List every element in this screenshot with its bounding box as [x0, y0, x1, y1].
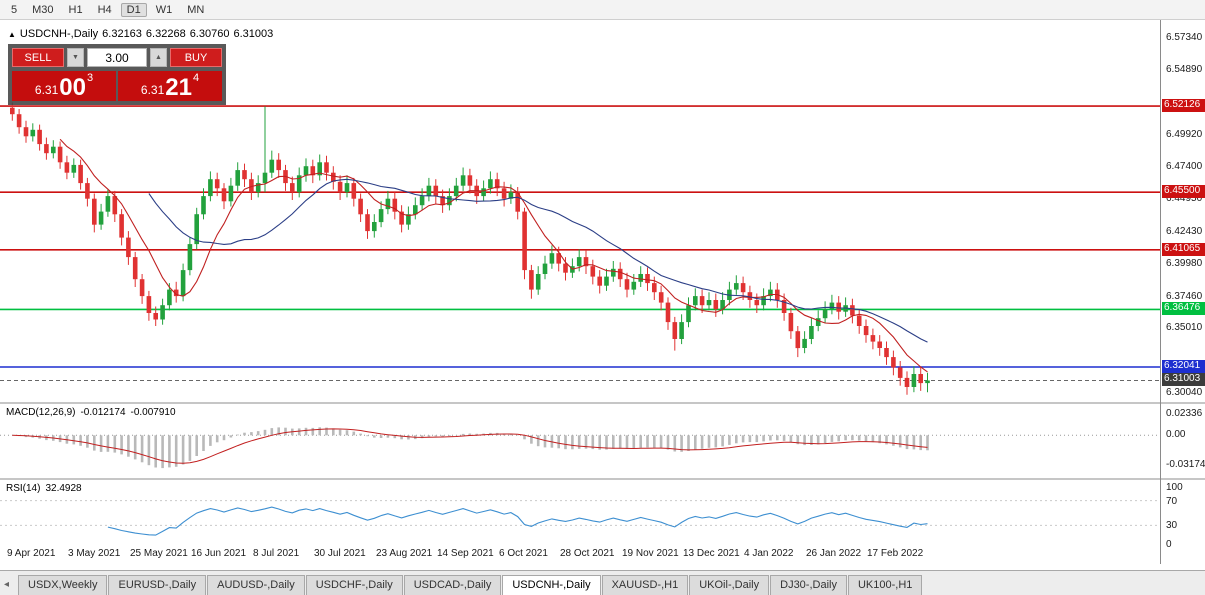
- lot-decrease-button[interactable]: ▼: [67, 48, 84, 67]
- macd-axis-tick: 0.00: [1166, 429, 1186, 440]
- period-button-d1[interactable]: D1: [120, 2, 147, 17]
- price-axis-tick: 6.39980: [1166, 258, 1203, 269]
- tabs-scroll-left-icon[interactable]: ◂: [4, 579, 10, 590]
- rsi-axis-tick: 100: [1166, 482, 1183, 493]
- price-axis-tick: 6.42430: [1166, 226, 1203, 237]
- date-label: 26 Jan 2022: [806, 548, 862, 559]
- price-level-badge: 6.32041: [1162, 360, 1205, 373]
- sell-button[interactable]: SELL: [12, 48, 64, 67]
- main-price-chart[interactable]: [0, 20, 1160, 402]
- buy-price-big: 21: [165, 74, 192, 101]
- lot-increase-button[interactable]: ▲: [150, 48, 167, 67]
- period-button-5[interactable]: 5: [11, 3, 18, 16]
- macd-indicator-chart[interactable]: [0, 404, 1160, 478]
- macd-axis-tick: 0.02336: [1166, 408, 1203, 419]
- period-button-h1[interactable]: H1: [68, 3, 83, 16]
- date-label: 23 Aug 2021: [376, 548, 433, 559]
- chart-tab-bar: ◂ USDX,Weekly EURUSD-,Daily AUDUSD-,Daily U…: [0, 570, 1205, 595]
- price-axis-tick: 6.49920: [1166, 129, 1203, 140]
- period-toolbar: 5 M30 H1 H4 D1 W1 MN: [0, 0, 1205, 20]
- price-axis-tick: 6.44950: [1166, 193, 1203, 204]
- collapse-trade-panel-icon[interactable]: ▲: [8, 30, 16, 39]
- date-label: 19 Nov 2021: [622, 548, 679, 559]
- chart-tab[interactable]: USDX,Weekly: [18, 575, 108, 595]
- date-label: 30 Jul 2021: [314, 548, 366, 559]
- rsi-indicator-chart[interactable]: [0, 480, 1160, 546]
- chart-tab[interactable]: USDCNH-,Daily: [502, 575, 601, 595]
- period-button-mn[interactable]: MN: [187, 3, 205, 16]
- date-label: 3 May 2021: [68, 548, 121, 559]
- buy-price-sup: 4: [192, 72, 200, 84]
- time-axis[interactable]: 9 Apr 2021 3 May 2021 25 May 2021 16 Jun 20…: [0, 546, 1160, 564]
- date-label: 25 May 2021: [130, 548, 188, 559]
- period-button-w1[interactable]: W1: [155, 3, 173, 16]
- price-level-badge: 6.45500: [1162, 185, 1205, 198]
- lot-size-input[interactable]: [87, 48, 147, 67]
- chart-tab[interactable]: UK100-,H1: [847, 575, 923, 595]
- price-axis-tick: 6.47400: [1166, 161, 1203, 172]
- buy-price-prefix: 6.31: [140, 83, 165, 97]
- date-label: 6 Oct 2021: [499, 548, 548, 559]
- macd-axis-tick: -0.03174: [1166, 459, 1205, 470]
- chart-tab[interactable]: XAUUSD-,H1: [601, 575, 689, 595]
- chart-tab[interactable]: USDCHF-,Daily: [305, 575, 403, 595]
- sell-price-display[interactable]: 6.31 00 3: [12, 71, 116, 101]
- price-axis-tick: 6.35010: [1166, 322, 1203, 333]
- price-axis-tick: 6.54890: [1166, 64, 1203, 75]
- price-level-badge: 6.52126: [1162, 99, 1205, 112]
- date-label: 17 Feb 2022: [867, 548, 924, 559]
- chart-tab[interactable]: UKOil-,Daily: [689, 575, 770, 595]
- buy-button[interactable]: BUY: [170, 48, 222, 67]
- price-level-badge: 6.41065: [1162, 243, 1205, 256]
- price-axis-tick: 6.37460: [1166, 291, 1203, 302]
- period-button-h4[interactable]: H4: [97, 3, 112, 16]
- rsi-label: RSI(14) 32.4928: [6, 483, 82, 494]
- ohlc-open: 6.32163: [102, 28, 142, 40]
- chart-tab[interactable]: EURUSD-,Daily: [108, 575, 207, 595]
- macd-label: MACD(12,26,9) -0.012174 -0.007910: [6, 407, 176, 418]
- price-axis[interactable]: 6.57340 6.54890 6.49920 6.47400 6.44950 6.424…: [1160, 20, 1205, 564]
- chart-tab[interactable]: DJ30-,Daily: [770, 575, 847, 595]
- current-price-badge: 6.31003: [1162, 373, 1205, 386]
- panel-separator[interactable]: [0, 478, 1205, 480]
- date-label: 4 Jan 2022: [744, 548, 794, 559]
- date-label: 14 Sep 2021: [437, 548, 494, 559]
- date-label: 13 Dec 2021: [683, 548, 740, 559]
- chart-tab[interactable]: USDCAD-,Daily: [403, 575, 502, 595]
- chart-area[interactable]: ▲ USDCNH-,Daily 6.32163 6.32268 6.30760 6.310…: [0, 20, 1205, 570]
- ohlc-close: 6.31003: [233, 28, 274, 40]
- buy-price-display[interactable]: 6.31 21 4: [118, 71, 222, 101]
- chart-tab[interactable]: AUDUSD-,Daily: [207, 575, 305, 595]
- date-label: 28 Oct 2021: [560, 548, 615, 559]
- price-axis-tick: 6.30040: [1166, 387, 1203, 398]
- date-label: 16 Jun 2021: [191, 548, 247, 559]
- sell-price-prefix: 6.31: [34, 83, 59, 97]
- chart-symbol-overlay: ▲ USDCNH-,Daily 6.32163 6.32268 6.30760 6.310…: [8, 28, 277, 40]
- sell-price-sup: 3: [86, 72, 94, 84]
- panel-separator[interactable]: [0, 402, 1205, 404]
- rsi-axis-tick: 30: [1166, 520, 1178, 531]
- date-label: 9 Apr 2021: [7, 548, 56, 559]
- symbol-title: USDCNH-,Daily: [19, 28, 99, 40]
- ohlc-high: 6.32268: [145, 28, 186, 40]
- rsi-axis-tick: 0: [1166, 539, 1172, 550]
- price-axis-tick: 6.57340: [1166, 32, 1203, 43]
- ohlc-low: 6.30760: [189, 28, 230, 40]
- rsi-axis-tick: 70: [1166, 496, 1178, 507]
- period-button-m30[interactable]: M30: [32, 3, 54, 16]
- price-level-badge: 6.36476: [1162, 302, 1205, 315]
- sell-price-big: 00: [59, 74, 86, 101]
- date-label: 8 Jul 2021: [253, 548, 300, 559]
